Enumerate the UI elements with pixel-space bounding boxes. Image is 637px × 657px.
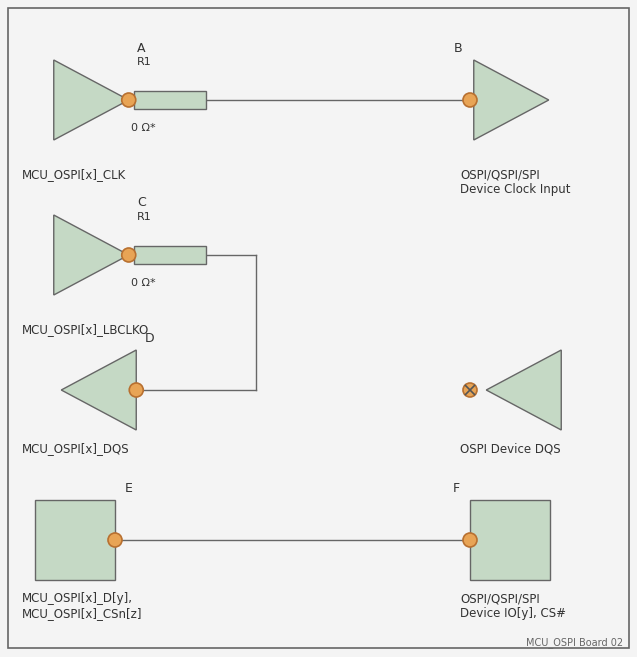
Circle shape (463, 533, 477, 547)
Bar (134, 246, 206, 264)
Bar (134, 91, 206, 109)
Text: MCU_OSPI Board 02: MCU_OSPI Board 02 (526, 637, 623, 648)
Circle shape (122, 93, 136, 107)
Text: 0 Ω*: 0 Ω* (131, 278, 156, 288)
Text: R1: R1 (136, 212, 151, 222)
Text: R1: R1 (136, 57, 151, 67)
Text: MCU_OSPI[x]_LBCLKO: MCU_OSPI[x]_LBCLKO (22, 323, 149, 336)
Polygon shape (61, 350, 136, 430)
Polygon shape (486, 350, 561, 430)
Bar (35, 500, 115, 580)
Text: OSPI/QSPI/SPI
Device IO[y], CS#: OSPI/QSPI/SPI Device IO[y], CS# (460, 592, 566, 620)
Polygon shape (54, 60, 129, 140)
Polygon shape (474, 60, 548, 140)
Circle shape (463, 383, 477, 397)
Text: B: B (454, 41, 462, 55)
Polygon shape (54, 215, 129, 295)
Text: OSPI Device DQS: OSPI Device DQS (460, 442, 561, 455)
Text: A: A (137, 41, 145, 55)
Text: F: F (453, 482, 460, 495)
Text: D: D (144, 332, 154, 344)
Circle shape (108, 533, 122, 547)
Bar (470, 500, 550, 580)
Circle shape (122, 248, 136, 262)
Text: MCU_OSPI[x]_DQS: MCU_OSPI[x]_DQS (22, 442, 129, 455)
Text: E: E (125, 482, 133, 495)
Circle shape (129, 383, 143, 397)
Text: OSPI/QSPI/SPI
Device Clock Input: OSPI/QSPI/SPI Device Clock Input (460, 168, 571, 196)
Text: MCU_OSPI[x]_D[y],
MCU_OSPI[x]_CSn[z]: MCU_OSPI[x]_D[y], MCU_OSPI[x]_CSn[z] (22, 592, 143, 620)
Circle shape (463, 93, 477, 107)
Text: MCU_OSPI[x]_CLK: MCU_OSPI[x]_CLK (22, 168, 126, 181)
Text: 0 Ω*: 0 Ω* (131, 123, 156, 133)
Text: C: C (137, 196, 145, 210)
